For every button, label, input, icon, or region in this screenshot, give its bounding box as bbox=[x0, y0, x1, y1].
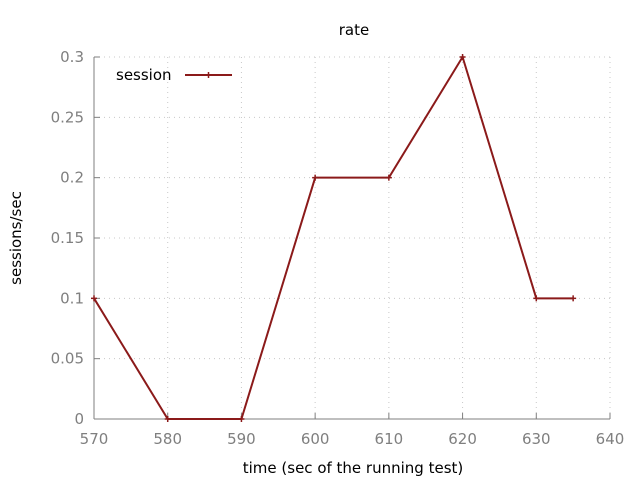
data-point bbox=[385, 174, 392, 181]
data-point bbox=[533, 295, 540, 302]
y-axis-label: sessions/sec bbox=[7, 191, 25, 285]
y-tick-label: 0.3 bbox=[60, 48, 84, 66]
x-tick-label: 620 bbox=[448, 430, 477, 448]
legend: session bbox=[116, 66, 232, 84]
x-tick-label: 640 bbox=[596, 430, 625, 448]
x-tick-label: 600 bbox=[301, 430, 330, 448]
x-tick-label: 610 bbox=[375, 430, 404, 448]
y-tick-label: 0.15 bbox=[51, 229, 84, 247]
data-point bbox=[570, 295, 577, 302]
axes bbox=[93, 56, 611, 420]
series-line-session bbox=[93, 54, 574, 420]
legend-marker bbox=[205, 72, 212, 78]
tick-labels: 570 580 590 600 610 620 630 640 0 0.05 0.1 0.15 0.2 0… bbox=[51, 48, 625, 448]
x-axis-label: time (sec of the running test) bbox=[243, 459, 464, 477]
y-tick-label: 0.1 bbox=[60, 289, 84, 307]
data-point bbox=[238, 416, 245, 422]
x-tick-label: 580 bbox=[153, 430, 182, 448]
x-tick-label: 590 bbox=[227, 430, 256, 448]
y-tick-label: 0.25 bbox=[51, 108, 84, 126]
data-point bbox=[91, 295, 97, 302]
legend-label: session bbox=[116, 66, 172, 84]
grid bbox=[93, 56, 611, 420]
chart-title: rate bbox=[339, 21, 369, 39]
data-point bbox=[459, 54, 466, 60]
x-tick-label: 630 bbox=[522, 430, 551, 448]
data-point bbox=[164, 416, 171, 422]
y-tick-label: 0 bbox=[74, 410, 84, 428]
x-tick-label: 570 bbox=[80, 430, 109, 448]
series-layer bbox=[91, 54, 577, 422]
data-point bbox=[312, 174, 319, 181]
y-tick-label: 0.05 bbox=[51, 350, 84, 368]
y-tick-label: 0.2 bbox=[60, 169, 84, 187]
